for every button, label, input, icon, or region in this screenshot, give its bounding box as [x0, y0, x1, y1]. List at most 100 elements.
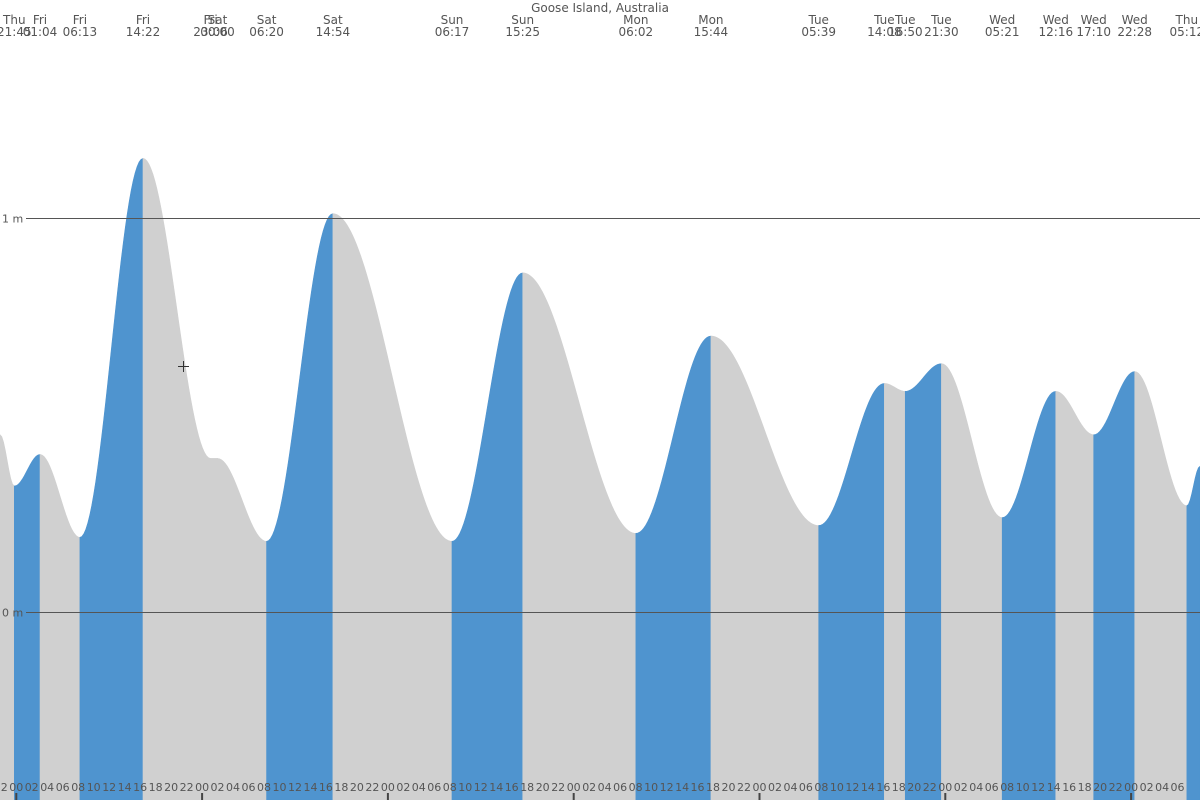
rising-tide-area [79, 157, 144, 800]
event-time-label: 05:39 [801, 25, 836, 39]
hour-tick-label: 08 [443, 781, 457, 794]
hour-tick-label: 08 [71, 781, 85, 794]
hour-tick-label: 00 [938, 781, 952, 794]
hour-tick-label: 14 [861, 781, 875, 794]
event-day-label: Fri [136, 13, 150, 27]
hour-tick-label: 04 [969, 781, 983, 794]
falling-tide-area [217, 458, 267, 800]
hour-tick-label: 10 [1016, 781, 1030, 794]
hour-tick-label: 00 [1124, 781, 1138, 794]
hour-tick-label: 22 [365, 781, 379, 794]
hour-tick-label: 18 [892, 781, 906, 794]
hour-tick-label: 00 [381, 781, 395, 794]
event-day-label: Tue [894, 13, 916, 27]
hour-tick-label: 18 [1078, 781, 1092, 794]
y-axis-label: 0 m [2, 607, 23, 620]
event-day-label: Thu [1175, 13, 1199, 27]
event-day-label: Fri [33, 13, 47, 27]
event-time-label: 06:20 [249, 25, 284, 39]
hour-tick-label: 14 [489, 781, 503, 794]
hour-tick-label: 16 [319, 781, 333, 794]
event-time-label: 06:17 [435, 25, 470, 39]
hour-tick-label: 16 [1062, 781, 1076, 794]
hour-tick-label: 02 [582, 781, 596, 794]
hour-tick-label: 18 [520, 781, 534, 794]
event-time-label: 01:04 [23, 25, 58, 39]
hour-tick-label: 02 [954, 781, 968, 794]
rising-tide-area [1001, 390, 1057, 800]
rising-tide-area [904, 363, 942, 800]
event-day-label: Wed [989, 13, 1015, 27]
hour-tick-label: 10 [87, 781, 101, 794]
hour-tick-label: 06 [56, 781, 70, 794]
hour-tick-label: 12 [474, 781, 488, 794]
rising-tide-area [1093, 371, 1136, 800]
hour-tick-label: 06 [427, 781, 441, 794]
hour-tick-label: 08 [1000, 781, 1014, 794]
event-time-label: 15:25 [505, 25, 540, 39]
event-labels: Thu21:45Fri01:04Fri06:13Fri14:22Fri23:06… [0, 13, 1200, 39]
hour-tick-label: 10 [644, 781, 658, 794]
hour-tick-label: 12 [288, 781, 302, 794]
event-time-label: 16:50 [888, 25, 923, 39]
event-day-label: Thu [2, 13, 26, 27]
falling-tide-area [210, 458, 218, 800]
event-day-label: Wed [1081, 13, 1107, 27]
hour-tick-label: 22 [737, 781, 751, 794]
event-time-label: 12:16 [1039, 25, 1074, 39]
event-time-label: 14:08 [867, 25, 902, 39]
cursor-crosshair [178, 361, 189, 372]
hour-tick-label: 08 [814, 781, 828, 794]
hour-tick-label: 14 [118, 781, 132, 794]
event-time-label: 21:45 [0, 25, 32, 39]
event-time-label: 23:06 [193, 25, 228, 39]
hour-tick-label: 10 [830, 781, 844, 794]
hour-tick-label: 16 [876, 781, 890, 794]
event-time-label: 17:10 [1076, 25, 1111, 39]
event-time-label: 05:12 [1170, 25, 1200, 39]
falling-tide-area [941, 363, 1003, 800]
hour-tick-label: 16 [133, 781, 147, 794]
event-time-label: 14:54 [316, 25, 351, 39]
hour-tick-label: 20 [164, 781, 178, 794]
hour-tick-label: 18 [706, 781, 720, 794]
hour-tick-label: 20 [350, 781, 364, 794]
hour-tick-label: 12 [845, 781, 859, 794]
rising-tide-area [266, 213, 334, 800]
hour-tick-label: 06 [613, 781, 627, 794]
hour-tick-label: 04 [784, 781, 798, 794]
event-time-label: 22:28 [1117, 25, 1152, 39]
event-time-label: 00:00 [200, 25, 235, 39]
hour-tick-label: 22 [1109, 781, 1123, 794]
hour-tick-label: 22 [0, 781, 8, 794]
event-day-label: Sat [257, 13, 277, 27]
y-axis-label: 1 m [2, 213, 23, 226]
event-time-label: 21:30 [924, 25, 959, 39]
event-day-label: Tue [873, 13, 895, 27]
rising-tide-area [818, 383, 885, 800]
event-day-label: Sun [441, 13, 464, 27]
hour-tick-label: 04 [40, 781, 54, 794]
hour-tick-label: 06 [799, 781, 813, 794]
chart-title: Goose Island, Australia [531, 1, 669, 15]
hour-tick-label: 12 [102, 781, 116, 794]
falling-tide-area [710, 335, 820, 800]
event-day-label: Wed [1043, 13, 1069, 27]
hour-tick-label: 04 [1155, 781, 1169, 794]
event-day-label: Tue [807, 13, 829, 27]
event-day-label: Sun [511, 13, 534, 27]
hour-tick-label: 14 [1047, 781, 1061, 794]
hour-tick-label: 00 [753, 781, 767, 794]
falling-tide-area [522, 272, 637, 800]
falling-tide-area [884, 383, 906, 800]
event-time-label: 06:02 [619, 25, 654, 39]
event-time-label: 14:22 [126, 25, 161, 39]
falling-tide-area [332, 213, 453, 800]
reference-lines: 1 m 0 m [2, 213, 1200, 620]
falling-tide-area [1134, 371, 1188, 800]
hour-tick-label: 20 [1093, 781, 1107, 794]
hour-tick-label: 14 [304, 781, 318, 794]
event-time-label: 05:21 [985, 25, 1020, 39]
rising-tide-area [635, 335, 712, 800]
